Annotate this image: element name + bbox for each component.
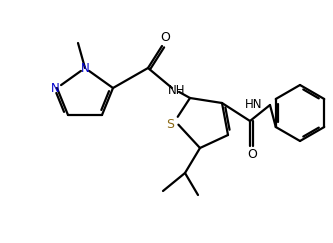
Text: N: N [81, 61, 89, 75]
Text: NH: NH [168, 85, 186, 97]
Text: S: S [166, 119, 174, 131]
Text: N: N [51, 81, 59, 95]
Text: O: O [160, 32, 170, 44]
Text: O: O [247, 148, 257, 160]
Text: HN: HN [244, 98, 262, 112]
